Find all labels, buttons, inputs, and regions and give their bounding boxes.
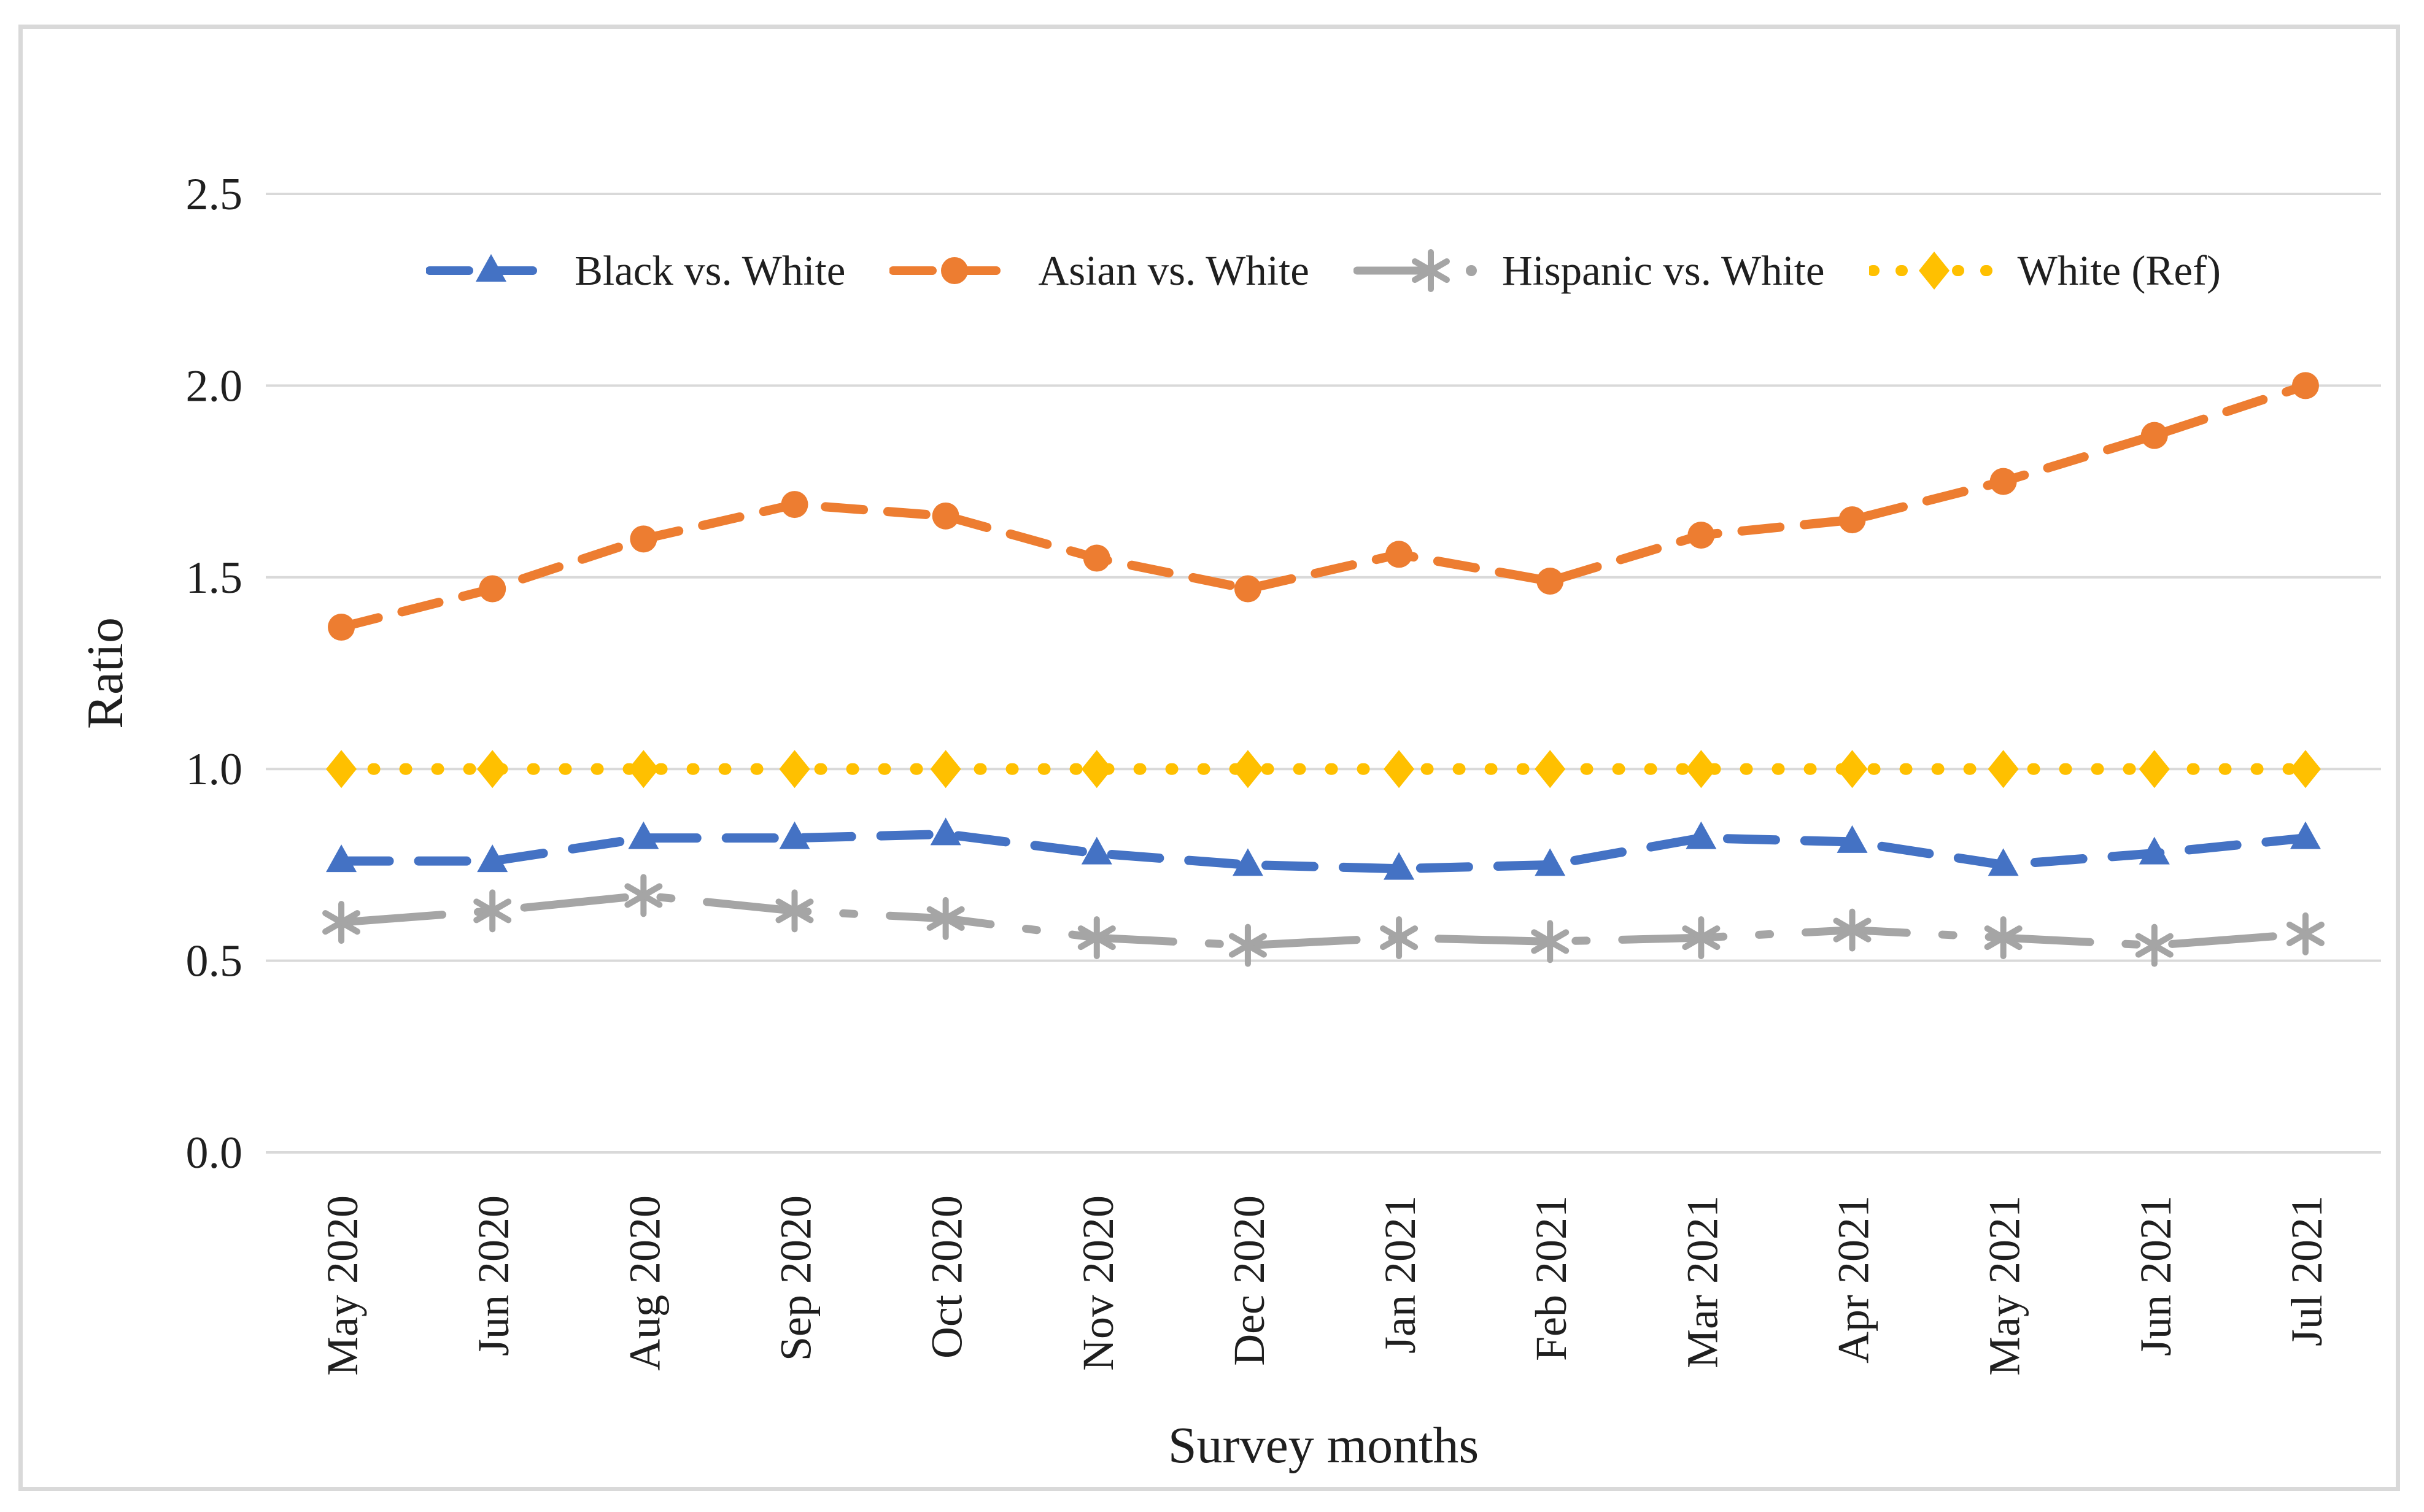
y-tick-label: 0.5 [186,936,243,987]
x-tick-label: Oct 2020 [923,1195,972,1359]
circle-marker-icon [1989,468,2017,495]
series-line-hispanic-vs-white [337,891,2310,950]
diamond-marker-icon [1232,750,1263,789]
triangle-marker-icon [930,817,961,846]
diamond-marker-icon [1081,750,1112,789]
asterisk-marker-icon [1833,917,1872,943]
asterisk-marker-icon [624,883,663,908]
triangle-marker-icon [2139,836,2170,865]
x-tick-label: Sep 2020 [772,1195,821,1361]
circle-marker-icon [1234,575,1261,603]
diamond-marker-icon [628,750,659,789]
x-axis-title: Survey months [1167,1417,1479,1474]
x-tick-label: Dec 2020 [1225,1195,1274,1366]
x-tick-label: May 2020 [318,1195,367,1376]
circle-marker-icon [1385,541,1413,568]
y-tick-label: 1.0 [186,744,243,795]
series-line-asian-vs-white [336,380,2310,632]
triangle-marker-icon [1837,825,1868,853]
triangle-marker-icon [1535,848,1566,876]
diamond-marker-icon [1837,750,1868,789]
x-tick-label: May 2021 [1980,1195,2029,1376]
circle-marker-icon [630,525,657,553]
circle-marker-icon [781,491,808,519]
triangle-marker-icon [628,821,659,849]
series-line-black-vs-white [336,829,2310,874]
circle-marker-icon [328,614,355,641]
x-tick-label: Nov 2020 [1074,1195,1123,1371]
y-tick-label: 1.5 [186,553,243,603]
triangle-marker-icon [477,844,508,873]
diamond-marker-icon [1686,750,1717,789]
circle-marker-icon [1687,522,1715,549]
triangle-marker-icon [2290,821,2321,849]
asterisk-marker-icon [1380,925,1419,951]
y-tick-label: 0.0 [186,1128,243,1178]
diamond-marker-icon [1535,750,1566,789]
circle-marker-icon [1838,506,1866,534]
asterisk-marker-icon [1531,929,1570,954]
triangle-marker-icon [1384,852,1415,880]
asterisk-marker-icon [473,898,512,924]
diamond-marker-icon [779,750,810,789]
asterisk-marker-icon [1984,925,2023,951]
asterisk-marker-icon [1077,925,1116,951]
diamond-marker-icon [477,750,508,789]
asterisk-marker-icon [1682,925,1721,951]
x-tick-label: Aug 2020 [620,1195,669,1371]
x-tick-label: Jan 2021 [1376,1195,1425,1354]
triangle-marker-icon [1686,821,1717,849]
diamond-marker-icon [930,750,961,789]
asterisk-marker-icon [1228,933,1267,958]
diamond-marker-icon [1384,750,1415,789]
diamond-marker-icon [326,750,357,789]
circle-marker-icon [479,575,506,603]
x-tick-label: Jul 2021 [2282,1195,2331,1346]
circle-marker-icon [2291,372,2319,399]
circle-marker-icon [1083,544,1110,572]
diamond-marker-icon [1988,750,2019,789]
asterisk-marker-icon [2135,933,2174,958]
y-tick-label: 2.0 [186,361,243,411]
x-tick-label: Feb 2021 [1527,1195,1576,1361]
triangle-marker-icon [1232,848,1263,876]
diamond-marker-icon [2290,750,2321,789]
asterisk-marker-icon [926,906,965,931]
circle-marker-icon [932,502,959,530]
x-tick-label: Jun 2021 [2131,1195,2180,1356]
y-tick-label: 2.5 [186,169,243,220]
diamond-marker-icon [2139,750,2170,789]
x-tick-label: Mar 2021 [1678,1195,1727,1368]
triangle-marker-icon [1081,836,1112,865]
x-tick-label: Apr 2021 [1829,1195,1878,1364]
triangle-marker-icon [326,844,357,873]
triangle-marker-icon [1988,848,2019,876]
circle-marker-icon [1536,568,1564,595]
asterisk-marker-icon [2286,921,2325,946]
circle-marker-icon [2140,422,2168,449]
triangle-marker-icon [779,821,810,849]
asterisk-marker-icon [322,910,361,935]
y-axis-title: Ratio [77,617,134,729]
asterisk-marker-icon [775,898,814,924]
x-tick-label: Jun 2020 [469,1195,518,1356]
